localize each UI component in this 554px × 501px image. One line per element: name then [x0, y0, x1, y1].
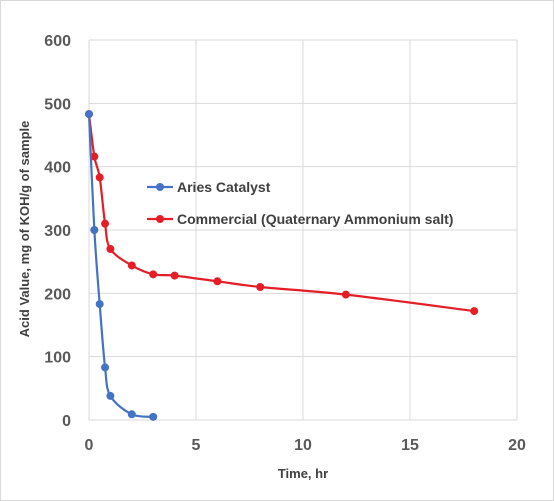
data-point	[90, 226, 99, 234]
data-point	[170, 271, 179, 280]
data-point	[149, 412, 158, 421]
y-tick-label: 300	[44, 223, 71, 240]
y-tick-label: 400	[44, 160, 71, 177]
y-tick-label: 500	[44, 96, 71, 113]
data-point	[256, 283, 265, 291]
data-point	[341, 290, 350, 299]
series-line	[87, 114, 154, 418]
y-tick-label: 100	[44, 350, 71, 367]
y-tick-label: 600	[44, 33, 71, 50]
data-point	[95, 300, 104, 309]
legend-item: Commercial (Quaternary Ammonium salt)	[147, 211, 453, 227]
data-point	[95, 173, 104, 182]
data-point	[85, 110, 93, 119]
series-0	[85, 110, 158, 421]
x-tick-label: 20	[508, 437, 526, 454]
data-point	[127, 261, 136, 270]
y-tick-label: 200	[44, 286, 71, 303]
data-point	[90, 152, 99, 161]
legend-item: Aries Catalyst	[147, 179, 271, 195]
legend: Aries Catalyst Commercial (Quaternary Amm…	[147, 179, 453, 227]
x-axis-title: Time, hr	[278, 466, 328, 481]
legend-marker	[156, 183, 164, 191]
series-lines	[85, 110, 479, 421]
legend-label: Aries Catalyst	[177, 179, 271, 195]
legend-label: Commercial (Quaternary Ammonium salt)	[177, 211, 453, 227]
x-tick-label: 10	[294, 437, 312, 454]
data-point	[106, 391, 115, 400]
data-point	[127, 410, 136, 419]
data-point	[106, 245, 115, 253]
y-axis-title: Acid Value, mg of KOH/g of sample	[17, 121, 32, 338]
data-point	[149, 270, 158, 279]
x-tick-label: 15	[401, 437, 419, 454]
data-point	[213, 277, 222, 286]
x-tick-label: 0	[85, 437, 94, 454]
data-point	[101, 363, 110, 372]
y-tick-label: 0	[62, 413, 71, 430]
gridlines	[88, 39, 518, 421]
tick-labels: 0 100 200 300 400 500 600 0 5 10 15 20	[44, 33, 526, 454]
data-point	[101, 219, 110, 228]
legend-marker	[156, 215, 164, 223]
data-point	[470, 307, 479, 316]
x-tick-label: 5	[192, 437, 201, 454]
